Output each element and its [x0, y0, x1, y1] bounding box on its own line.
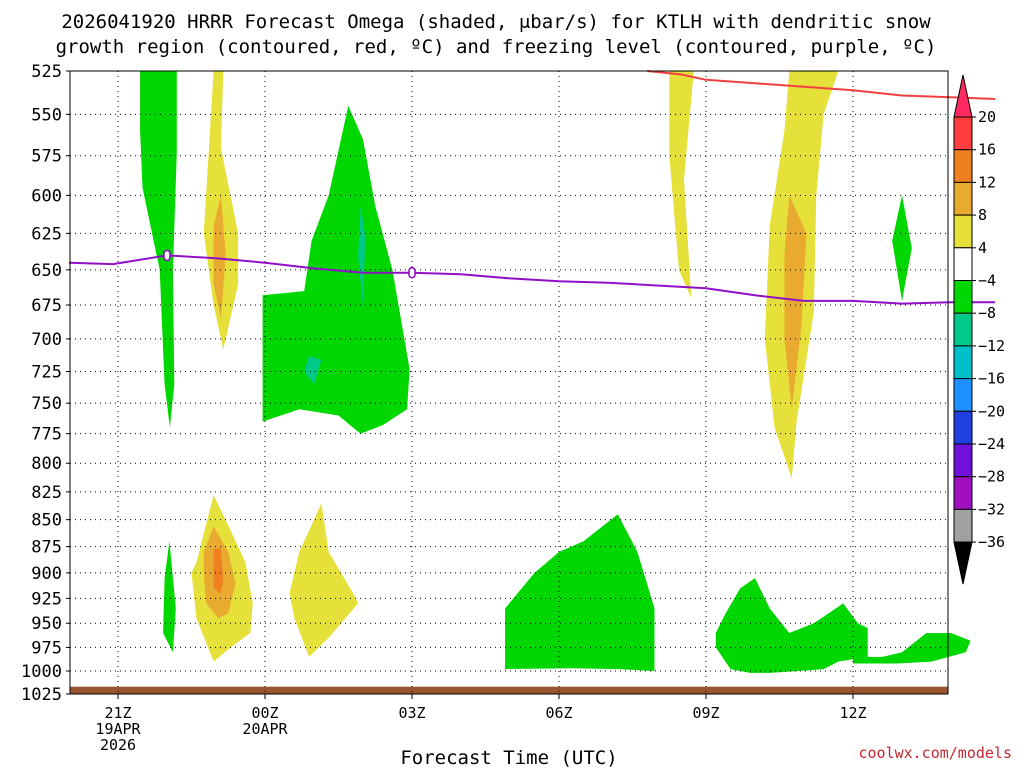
omega-region-15 — [505, 514, 655, 671]
y-tick-label-825: 825 — [31, 483, 62, 503]
y-tick-label-975: 975 — [31, 638, 62, 658]
colorbar-top-arrow — [953, 74, 973, 118]
y-tick-label-775: 775 — [31, 425, 62, 445]
y-tick-label-1000: 1000 — [21, 662, 62, 682]
omega-region-14 — [289, 503, 359, 657]
omega-shaded-regions — [70, 71, 971, 694]
x-tick-label-12-0: 09Z — [692, 704, 719, 722]
omega-region-5 — [304, 356, 322, 385]
x-tick-label-0-1: 19APR — [95, 720, 141, 738]
colorbar-segment-13 — [953, 508, 973, 543]
y-tick-label-900: 900 — [31, 564, 62, 584]
y-tick-label-750: 750 — [31, 394, 62, 414]
watermark: coolwx.com/models — [858, 744, 1012, 762]
colorbar-segment-1 — [953, 116, 973, 151]
freezing-level-label-1 — [408, 266, 416, 279]
omega-region-17 — [853, 633, 971, 664]
omega-region-9 — [892, 195, 912, 301]
omega-region-6 — [669, 71, 694, 299]
ground-surface — [70, 686, 948, 694]
colorbar-segment-6 — [953, 280, 973, 314]
freezing-level-contour — [68, 254, 996, 305]
y-tick-label-625: 625 — [31, 224, 62, 244]
y-tick-label-700: 700 — [31, 330, 62, 350]
y-tick-label-1025: 1025 — [21, 685, 62, 705]
x-tick-label-15-0: 12Z — [839, 704, 866, 722]
freezing-level-label-0 — [163, 249, 171, 262]
y-tick-label-725: 725 — [31, 363, 62, 383]
y-tick-label-575: 575 — [31, 147, 62, 167]
omega-region-10 — [163, 541, 176, 653]
colorbar-segment-4 — [953, 214, 973, 249]
omega-region-16 — [715, 578, 868, 673]
colorbar-segment-11 — [953, 443, 973, 478]
omega-region-13 — [213, 548, 224, 594]
colorbar-label-10: −24 — [978, 435, 1005, 453]
x-axis-label: Forecast Time (UTC) — [400, 747, 617, 768]
colorbar-label-1: 16 — [978, 141, 996, 159]
contour-lines — [68, 70, 996, 305]
x-tick-label-3-0: 00Z — [251, 704, 278, 722]
y-tick-label-525: 525 — [31, 62, 62, 82]
x-tick-label-0-0: 21Z — [104, 704, 131, 722]
y-tick-label-650: 650 — [31, 261, 62, 281]
x-tick-label-3-1: 20APR — [242, 720, 288, 738]
colorbar-label-7: −12 — [978, 337, 1005, 355]
y-tick-label-600: 600 — [31, 186, 62, 206]
colorbar-label-4: 4 — [978, 239, 987, 257]
plot-frame — [69, 70, 949, 695]
colorbar-segment-9 — [953, 378, 973, 412]
omega-colorbar: 20 16 12 8 4 −4 −8 −12 −16 −20 −24 −28 −32 −36 — [953, 74, 1005, 585]
y-tick-label-550: 550 — [31, 105, 62, 125]
colorbar-label-3: 8 — [978, 206, 987, 224]
colorbar-label-5: −4 — [978, 272, 996, 290]
colorbar-segment-2 — [953, 149, 973, 183]
colorbar-label-9: −20 — [978, 402, 1005, 420]
x-tick-label-9-0: 06Z — [545, 704, 572, 722]
colorbar-label-8: −16 — [978, 370, 1005, 388]
colorbar-label-0: 20 — [978, 108, 996, 126]
y-axis-tick-labels: 525 550 575 600 625 650 675 700 725 750 775 800 825 8… — [21, 62, 62, 705]
x-tick-label-6-0: 03Z — [398, 704, 425, 722]
colorbar-segment-3 — [953, 181, 973, 216]
colorbar-segment-10 — [953, 410, 973, 445]
y-tick-label-875: 875 — [31, 538, 62, 558]
y-tick-label-850: 850 — [31, 511, 62, 531]
chart-axes — [66, 70, 949, 699]
colorbar-label-13: −36 — [978, 533, 1005, 551]
colorbar-label-12: −32 — [978, 500, 1005, 518]
y-tick-label-950: 950 — [31, 614, 62, 634]
omega-region-0 — [140, 71, 177, 428]
colorbar-bottom-arrow — [953, 541, 973, 585]
dendritic-snow-growth-contour — [647, 70, 996, 100]
chart-title-line-2: growth region (contoured, red, ºC) and f… — [56, 36, 937, 58]
colorbar-label-2: 12 — [978, 173, 996, 191]
omega-region-8 — [784, 195, 807, 410]
x-tick-label-0-2: 2026 — [100, 736, 136, 754]
colorbar-segment-7 — [953, 312, 973, 347]
chart-title-line-1: 2026041920 HRRR Forecast Omega (shaded, … — [61, 11, 931, 33]
omega-region-4 — [358, 206, 366, 308]
colorbar-label-11: −28 — [978, 468, 1005, 486]
y-tick-label-925: 925 — [31, 589, 62, 609]
omega-region-2 — [213, 195, 226, 319]
y-tick-label-800: 800 — [31, 454, 62, 474]
colorbar-segment-5 — [953, 247, 973, 282]
colorbar-label-6: −8 — [978, 304, 996, 322]
y-tick-label-675: 675 — [31, 296, 62, 316]
colorbar-segment-8 — [953, 345, 973, 380]
colorbar-segment-12 — [953, 476, 973, 510]
